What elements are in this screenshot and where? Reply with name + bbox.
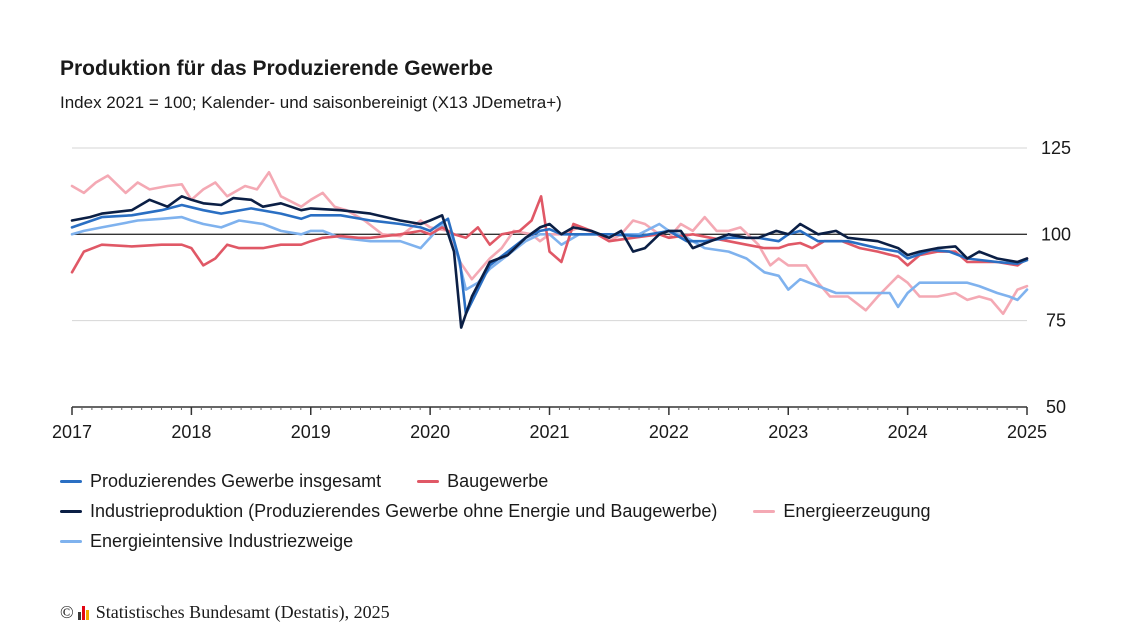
y-tick-label: 125 — [1041, 138, 1071, 158]
source-text: Statistisches Bundesamt (Destatis), 2025 — [95, 602, 390, 622]
logo-bar — [85, 609, 89, 620]
legend-label: Produzierendes Gewerbe insgesamt — [90, 470, 382, 491]
x-tick-label: 2024 — [888, 422, 928, 442]
legend-item-industrie: Industrieproduktion (Produzierendes Gewe… — [60, 501, 717, 522]
series-line-industrie — [70, 195, 1029, 329]
legend-swatch — [60, 509, 82, 513]
chart-legend: Produzierendes Gewerbe insgesamt Baugewer… — [60, 466, 967, 556]
series-line-bau — [70, 195, 1029, 274]
y-tick-label: 75 — [1046, 311, 1066, 331]
chart-title: Produktion für das Produzierende Gewerbe — [60, 57, 493, 80]
x-tick-label: 2020 — [410, 422, 450, 442]
destatis-logo — [77, 605, 90, 620]
legend-item-energieintensiv: Energieintensive Industriezweige — [60, 531, 353, 552]
x-tick-label: 2023 — [768, 422, 808, 442]
legend-row: Industrieproduktion (Produzierendes Gewe… — [60, 496, 967, 526]
legend-label: Energieerzeugung — [783, 500, 931, 521]
x-tick-label: 2019 — [291, 422, 331, 442]
legend-label: Energieintensive Industriezweige — [90, 530, 354, 551]
series-line-energieintensiv — [70, 215, 1029, 309]
series-line-energie — [70, 170, 1029, 316]
legend-item-energie: Energieerzeugung — [753, 500, 931, 522]
x-tick-label: 2017 — [52, 422, 92, 442]
legend-swatch — [60, 539, 82, 543]
legend-row: Produzierendes Gewerbe insgesamt Baugewer… — [60, 466, 967, 496]
legend-item-bau: Baugewerbe — [417, 471, 548, 492]
logo-bar — [77, 611, 81, 620]
chart-subtitle: Index 2021 = 100; Kalender- und saisonbe… — [60, 93, 562, 112]
x-tick-label: 2018 — [171, 422, 211, 442]
legend-label: Baugewerbe — [447, 470, 549, 491]
series-line-produzierendes — [70, 203, 1029, 316]
x-tick-label: 2021 — [529, 422, 569, 442]
legend-label: Industrieproduktion (Produzierendes Gewe… — [90, 500, 718, 521]
legend-swatch — [753, 509, 776, 513]
logo-bar — [81, 605, 85, 620]
copyright-symbol: © — [60, 602, 74, 622]
line-chart: 50 75 100 125 2017 2018 2019 2020 2021 2022 2023 20… — [52, 138, 1071, 442]
y-tick-label: 100 — [1041, 224, 1071, 244]
y-tick-label: 50 — [1046, 397, 1066, 417]
source-footer: © Statistisches Bundesamt (Destatis), 20… — [60, 602, 390, 623]
legend-item-produzierendes: Produzierendes Gewerbe insgesamt — [60, 471, 381, 492]
x-tick-label: 2022 — [649, 422, 689, 442]
legend-row: Energieintensive Industriezweige — [60, 526, 967, 556]
legend-swatch — [417, 479, 440, 483]
x-tick-label: 2025 — [1007, 422, 1047, 442]
legend-swatch — [60, 479, 82, 483]
